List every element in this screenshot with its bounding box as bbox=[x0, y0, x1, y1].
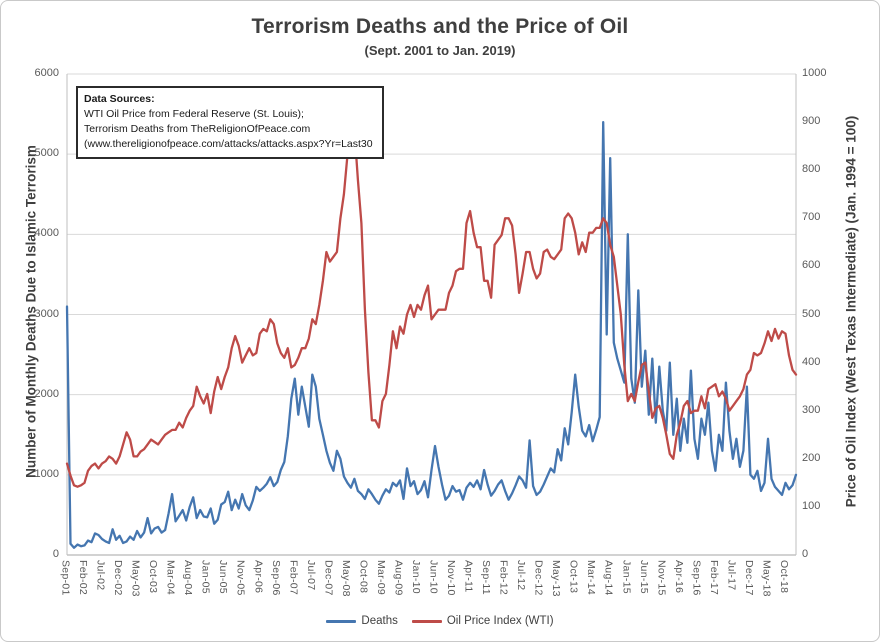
data-sources-line: Terrorism Deaths from TheReligionOfPeace… bbox=[84, 122, 311, 135]
page-subtitle: (Sept. 2001 to Jan. 2019) bbox=[364, 43, 516, 58]
x-axis-tick-label: Feb-07 bbox=[287, 560, 300, 596]
x-axis-tick-label: Jun-10 bbox=[427, 560, 440, 594]
x-axis-tick-label: Oct-13 bbox=[567, 560, 580, 594]
page-title: Terrorism Deaths and the Price of Oil bbox=[251, 15, 629, 38]
data-sources-heading: Data Sources: bbox=[84, 93, 155, 105]
x-axis-tick-label: Sep-11 bbox=[480, 560, 493, 595]
legend-item-deaths: Deaths bbox=[326, 615, 398, 627]
x-axis-tick-label: Jan-15 bbox=[620, 560, 633, 594]
deaths-line-swatch bbox=[326, 619, 357, 623]
left-axis-tick-label: 1000 bbox=[34, 467, 59, 480]
x-axis-tick-label: Dec-12 bbox=[532, 560, 545, 596]
right-axis-tick-label: 1000 bbox=[802, 67, 827, 79]
deaths-line bbox=[65, 120, 798, 549]
x-axis-tick-label: Aug-04 bbox=[182, 560, 195, 596]
x-axis-tick-label: Dec-07 bbox=[322, 560, 335, 596]
right-axis-tick-label: 200 bbox=[802, 451, 821, 464]
right-axis-tick-label: 500 bbox=[802, 307, 821, 320]
x-axis-tick-label: Jul-02 bbox=[94, 560, 107, 591]
data-sources-line: WTI Oil Price from Federal Reserve (St. … bbox=[84, 107, 304, 120]
x-axis-tick-label: Sep-06 bbox=[269, 560, 282, 596]
x-axis-tick-label: Oct-08 bbox=[357, 560, 370, 594]
x-axis-tick-label: Sep-16 bbox=[690, 560, 703, 596]
right-axis-tick-label: 600 bbox=[802, 259, 821, 272]
x-axis-tick-label: Jun-05 bbox=[217, 560, 230, 594]
x-axis-tick-label: Aug-09 bbox=[392, 560, 405, 596]
x-axis-tick-label: Mar-14 bbox=[585, 560, 598, 596]
x-axis-tick-label: Nov-10 bbox=[445, 560, 458, 596]
x-axis-tick-label: May-18 bbox=[760, 560, 773, 597]
x-axis-tick-label: Aug-14 bbox=[602, 560, 615, 596]
x-axis-tick-label: Sep-01 bbox=[59, 560, 72, 596]
x-axis-tick-label: May-08 bbox=[339, 560, 352, 597]
right-axis-tick-label: 400 bbox=[802, 355, 821, 368]
left-axis-tick-label: 0 bbox=[52, 548, 59, 560]
x-axis-tick-label: Nov-15 bbox=[655, 560, 668, 596]
left-axis-tick-label: 6000 bbox=[34, 67, 59, 79]
oil-line-swatch bbox=[411, 619, 442, 623]
legend-label: Deaths bbox=[361, 615, 398, 627]
right-axis-tick-label: 900 bbox=[802, 115, 821, 128]
left-axis-tick-label: 2000 bbox=[34, 387, 59, 400]
x-axis-tick-label: Jun-15 bbox=[637, 560, 650, 594]
legend-item-oil: Oil Price Index (WTI) bbox=[411, 615, 554, 627]
right-axis-tick-label: 100 bbox=[802, 499, 821, 512]
x-axis-tick-label: Nov-05 bbox=[234, 560, 247, 596]
data-sources-line: (www.thereligionofpeace.com/attacks/atta… bbox=[84, 137, 373, 150]
left-axis-tick-label: 4000 bbox=[34, 227, 59, 240]
x-axis-tick-label: Jul-07 bbox=[304, 560, 317, 591]
right-axis-tick-label: 0 bbox=[802, 548, 809, 560]
x-axis-tick-label: Mar-09 bbox=[374, 560, 387, 596]
x-axis-tick-label: Jul-12 bbox=[515, 560, 528, 591]
x-axis-tick-label: Oct-18 bbox=[777, 560, 790, 594]
x-axis-tick-label: May-03 bbox=[129, 560, 142, 597]
x-axis-tick-label: Jan-10 bbox=[409, 560, 422, 594]
right-axis-tick-label: 800 bbox=[802, 163, 821, 176]
x-axis-tick-label: Jul-17 bbox=[725, 560, 738, 591]
x-axis-tick-label: Feb-12 bbox=[497, 560, 510, 596]
left-axis-tick-label: 3000 bbox=[34, 307, 59, 320]
x-axis-tick-label: Apr-06 bbox=[252, 560, 265, 594]
x-axis-tick-label: Mar-04 bbox=[164, 560, 177, 596]
x-axis-tick-label: Jan-05 bbox=[199, 560, 212, 594]
data-sources-box: Data Sources: WTI Oil Price from Federal… bbox=[76, 86, 384, 159]
left-axis-tick-label: 5000 bbox=[34, 147, 59, 160]
oil-price-line bbox=[65, 125, 798, 488]
x-axis-tick-label: Apr-11 bbox=[462, 560, 475, 593]
right-axis-tick-label: 700 bbox=[802, 211, 821, 224]
x-axis-tick-label: Feb-02 bbox=[77, 560, 90, 596]
x-axis-tick-label: May-13 bbox=[550, 560, 563, 597]
x-axis-tick-label: Dec-02 bbox=[112, 560, 125, 596]
x-axis-tick-label: Oct-03 bbox=[147, 560, 160, 594]
x-axis-tick-label: Dec-17 bbox=[742, 560, 755, 596]
legend-label: Oil Price Index (WTI) bbox=[446, 615, 554, 627]
right-axis-tick-label: 300 bbox=[802, 403, 821, 416]
x-axis-tick-label: Apr-16 bbox=[672, 560, 685, 594]
x-axis-tick-label: Feb-17 bbox=[707, 560, 720, 596]
legend: Deaths Oil Price Index (WTI) bbox=[1, 615, 879, 627]
